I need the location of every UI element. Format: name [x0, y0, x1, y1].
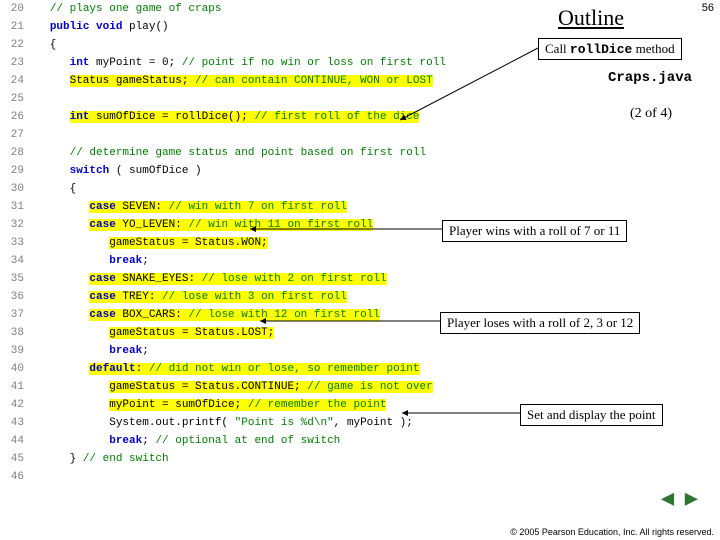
line-number: 21 [0, 21, 30, 33]
line-number: 37 [0, 309, 30, 321]
code-line: 20 // plays one game of craps [0, 0, 520, 18]
code-content: case SNAKE_EYES: // lose with 2 on first… [30, 273, 387, 285]
line-number: 24 [0, 75, 30, 87]
code-line: 22 { [0, 36, 520, 54]
code-line: 39 break; [0, 342, 520, 360]
code-content: System.out.printf( "Point is %d\n", myPo… [30, 417, 413, 429]
code-line: 38 gameStatus = Status.LOST; [0, 324, 520, 342]
line-number: 42 [0, 399, 30, 411]
line-number: 27 [0, 129, 30, 141]
code-content: public void play() [30, 21, 169, 33]
callout-rolldice: Call rollDice method [538, 38, 682, 60]
page-number: 56 [702, 2, 714, 14]
line-number: 23 [0, 57, 30, 69]
code-content: break; // optional at end of switch [30, 435, 340, 447]
page-subtitle: (2 of 4) [630, 106, 672, 122]
code-line: 25 [0, 90, 520, 108]
line-number: 44 [0, 435, 30, 447]
code-content: case SEVEN: // win with 7 on first roll [30, 201, 347, 213]
line-number: 35 [0, 273, 30, 285]
code-line: 31 case SEVEN: // win with 7 on first ro… [0, 198, 520, 216]
line-number: 39 [0, 345, 30, 357]
code-line: 46 [0, 468, 520, 486]
code-line: 34 break; [0, 252, 520, 270]
code-line: 32 case YO_LEVEN: // win with 11 on firs… [0, 216, 520, 234]
code-content: Status gameStatus; // can contain CONTIN… [30, 75, 433, 87]
line-number: 46 [0, 471, 30, 483]
code-content: switch ( sumOfDice ) [30, 165, 202, 177]
code-line: 36 case TREY: // lose with 3 on first ro… [0, 288, 520, 306]
code-line: 43 System.out.printf( "Point is %d\n", m… [0, 414, 520, 432]
code-line: 24 Status gameStatus; // can contain CON… [0, 72, 520, 90]
line-number: 32 [0, 219, 30, 231]
code-line: 37 case BOX_CARS: // lose with 12 on fir… [0, 306, 520, 324]
code-line: 29 switch ( sumOfDice ) [0, 162, 520, 180]
code-content: gameStatus = Status.CONTINUE; // game is… [30, 381, 433, 393]
code-line: 23 int myPoint = 0; // point if no win o… [0, 54, 520, 72]
line-number: 34 [0, 255, 30, 267]
code-content: case BOX_CARS: // lose with 12 on first … [30, 309, 380, 321]
code-line: 45 } // end switch [0, 450, 520, 468]
code-content: gameStatus = Status.LOST; [30, 327, 274, 339]
code-line: 42 myPoint = sumOfDice; // remember the … [0, 396, 520, 414]
code-content: int sumOfDice = rollDice(); // first rol… [30, 111, 419, 123]
code-line: 26 int sumOfDice = rollDice(); // first … [0, 108, 520, 126]
line-number: 36 [0, 291, 30, 303]
code-content: case YO_LEVEN: // win with 11 on first r… [30, 219, 373, 231]
callout-point: Set and display the point [520, 404, 663, 426]
code-line: 21 public void play() [0, 18, 520, 36]
file-name: Craps.java [608, 70, 692, 86]
code-content: { [30, 183, 76, 195]
code-content: } // end switch [30, 453, 169, 465]
nav-controls: ◀ ▶ [659, 486, 700, 512]
callout-text: Call [545, 41, 570, 56]
code-content: break; [30, 255, 149, 267]
line-number: 31 [0, 201, 30, 213]
line-number: 40 [0, 363, 30, 375]
code-content: { [30, 39, 56, 51]
prev-icon[interactable]: ◀ [661, 487, 674, 512]
line-number: 29 [0, 165, 30, 177]
code-line: 27 [0, 126, 520, 144]
code-content: // determine game status and point based… [30, 147, 426, 159]
code-line: 35 case SNAKE_EYES: // lose with 2 on fi… [0, 270, 520, 288]
code-listing: 20 // plays one game of craps21 public v… [0, 0, 520, 490]
line-number: 28 [0, 147, 30, 159]
code-content: int myPoint = 0; // point if no win or l… [30, 57, 446, 69]
line-number: 45 [0, 453, 30, 465]
line-number: 22 [0, 39, 30, 51]
next-icon[interactable]: ▶ [685, 487, 698, 512]
code-content: // plays one game of craps [30, 3, 221, 15]
line-number: 30 [0, 183, 30, 195]
line-number: 26 [0, 111, 30, 123]
code-content: break; [30, 345, 149, 357]
code-content: default: // did not win or lose, so reme… [30, 363, 420, 375]
callout-text-suffix: method [632, 41, 674, 56]
line-number: 41 [0, 381, 30, 393]
line-number: 20 [0, 3, 30, 15]
code-line: 40 default: // did not win or lose, so r… [0, 360, 520, 378]
code-line: 44 break; // optional at end of switch [0, 432, 520, 450]
callout-code: rollDice [570, 42, 632, 57]
code-line: 30 { [0, 180, 520, 198]
line-number: 38 [0, 327, 30, 339]
outline-title: Outline [558, 5, 624, 31]
code-line: 33 gameStatus = Status.WON; [0, 234, 520, 252]
line-number: 33 [0, 237, 30, 249]
code-content: gameStatus = Status.WON; [30, 237, 268, 249]
line-number: 43 [0, 417, 30, 429]
code-line: 41 gameStatus = Status.CONTINUE; // game… [0, 378, 520, 396]
footer-copyright: © 2005 Pearson Education, Inc. All right… [510, 527, 714, 537]
code-line: 28 // determine game status and point ba… [0, 144, 520, 162]
code-content: case TREY: // lose with 3 on first roll [30, 291, 347, 303]
line-number: 25 [0, 93, 30, 105]
code-content: myPoint = sumOfDice; // remember the poi… [30, 399, 386, 411]
